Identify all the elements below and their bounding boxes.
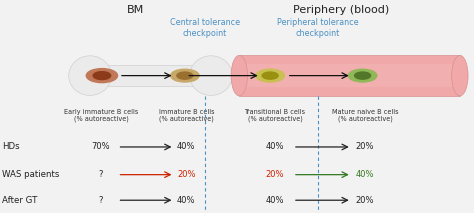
Text: After GT: After GT [2,196,38,205]
Circle shape [348,69,377,82]
Circle shape [355,72,371,79]
Text: 40%: 40% [265,142,284,151]
Text: 20%: 20% [356,196,374,205]
Text: 40%: 40% [177,142,196,151]
Ellipse shape [231,55,247,96]
Circle shape [177,72,193,79]
Text: 40%: 40% [265,196,284,205]
Text: Immature B cells
(% autoreactive): Immature B cells (% autoreactive) [158,109,214,122]
Text: ?: ? [99,170,103,179]
Text: Early immature B cells
(% autoreactive): Early immature B cells (% autoreactive) [64,109,138,122]
Polygon shape [239,55,460,96]
Polygon shape [95,65,206,86]
Circle shape [256,69,284,82]
Text: ?: ? [99,196,103,205]
Text: WAS patients: WAS patients [2,170,60,179]
Circle shape [262,72,278,79]
Text: Mature naive B cells
(% autoreactive): Mature naive B cells (% autoreactive) [332,109,398,122]
Text: 20%: 20% [177,170,196,179]
Text: Peripheral tolerance
checkpoint: Peripheral tolerance checkpoint [277,18,358,38]
Text: 20%: 20% [356,142,374,151]
Ellipse shape [452,55,468,96]
Circle shape [93,72,110,79]
Text: Periphery (blood): Periphery (blood) [293,5,390,14]
Ellipse shape [69,56,111,95]
Text: 40%: 40% [177,196,196,205]
Polygon shape [242,65,457,87]
Ellipse shape [190,56,232,95]
Text: Transitional B cells
(% autoreactive): Transitional B cells (% autoreactive) [245,109,305,122]
Text: 40%: 40% [356,170,374,179]
Text: 70%: 70% [91,142,110,151]
Text: 20%: 20% [265,170,284,179]
Text: BM: BM [127,5,144,14]
Text: HDs: HDs [2,142,20,151]
Circle shape [171,69,199,82]
Text: Central tolerance
checkpoint: Central tolerance checkpoint [170,18,240,38]
Circle shape [86,69,118,83]
